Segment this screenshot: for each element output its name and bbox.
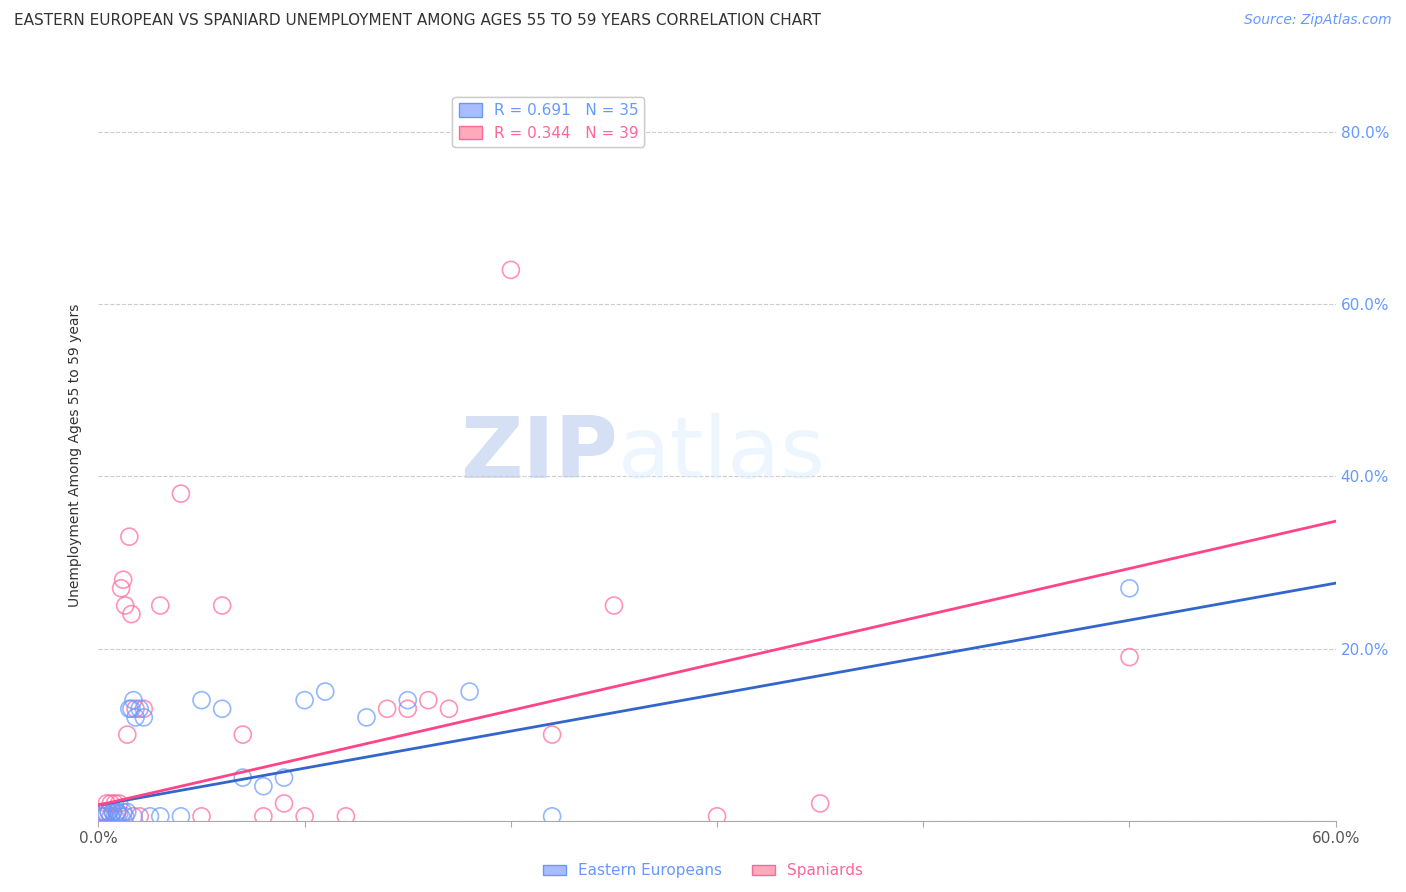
Point — [101, 805, 124, 819]
Point — [706, 809, 728, 823]
Point — [104, 809, 127, 823]
Legend: R = 0.691   N = 35, R = 0.344   N = 39: R = 0.691 N = 35, R = 0.344 N = 39 — [453, 97, 644, 147]
Point — [108, 806, 131, 821]
Point — [375, 702, 398, 716]
Point — [97, 805, 120, 819]
Point — [124, 702, 146, 716]
Point — [190, 693, 212, 707]
Point — [118, 702, 141, 716]
Point — [105, 805, 128, 819]
Point — [294, 693, 316, 707]
Point — [458, 684, 481, 698]
Point — [93, 809, 115, 823]
Point — [252, 779, 274, 793]
Point — [112, 573, 135, 587]
Point — [124, 710, 146, 724]
Point — [149, 809, 172, 823]
Point — [170, 809, 193, 823]
Point — [89, 805, 111, 819]
Point — [139, 809, 162, 823]
Point — [96, 806, 118, 821]
Point — [110, 582, 132, 596]
Point — [108, 797, 131, 811]
Point — [120, 607, 142, 621]
Point — [132, 702, 155, 716]
Point — [100, 809, 122, 823]
Point — [128, 809, 150, 823]
Point — [541, 728, 564, 742]
Text: EASTERN EUROPEAN VS SPANIARD UNEMPLOYMENT AMONG AGES 55 TO 59 YEARS CORRELATION : EASTERN EUROPEAN VS SPANIARD UNEMPLOYMEN… — [14, 13, 821, 29]
Point — [100, 797, 122, 811]
Point — [273, 797, 295, 811]
Point — [190, 809, 212, 823]
Point — [93, 805, 115, 819]
Point — [396, 693, 419, 707]
Point — [112, 805, 135, 819]
Point — [252, 809, 274, 823]
Point — [211, 599, 233, 613]
Text: ZIP: ZIP — [460, 413, 619, 497]
Point — [120, 702, 142, 716]
Legend: Eastern Europeans, Spaniards: Eastern Europeans, Spaniards — [537, 857, 869, 884]
Point — [437, 702, 460, 716]
Point — [91, 809, 114, 823]
Point — [211, 702, 233, 716]
Point — [232, 771, 254, 785]
Y-axis label: Unemployment Among Ages 55 to 59 years: Unemployment Among Ages 55 to 59 years — [69, 303, 83, 607]
Point — [149, 599, 172, 613]
Point — [105, 805, 128, 819]
Point — [418, 693, 440, 707]
Point — [128, 702, 150, 716]
Point — [91, 805, 114, 819]
Point — [101, 805, 124, 819]
Point — [110, 809, 132, 823]
Point — [232, 728, 254, 742]
Point — [1118, 650, 1140, 665]
Point — [170, 486, 193, 500]
Point — [96, 797, 118, 811]
Point — [273, 771, 295, 785]
Point — [356, 710, 378, 724]
Point — [603, 599, 626, 613]
Point — [499, 263, 522, 277]
Text: atlas: atlas — [619, 413, 827, 497]
Point — [97, 805, 120, 819]
Point — [89, 809, 111, 823]
Point — [314, 684, 336, 698]
Point — [335, 809, 357, 823]
Point — [132, 710, 155, 724]
Point — [541, 809, 564, 823]
Point — [117, 728, 139, 742]
Point — [1118, 582, 1140, 596]
Point — [808, 797, 831, 811]
Point — [114, 599, 136, 613]
Point — [122, 693, 145, 707]
Point — [122, 809, 145, 823]
Point — [294, 809, 316, 823]
Point — [117, 805, 139, 819]
Point — [118, 530, 141, 544]
Point — [396, 702, 419, 716]
Text: Source: ZipAtlas.com: Source: ZipAtlas.com — [1244, 13, 1392, 28]
Point — [104, 797, 127, 811]
Point — [114, 809, 136, 823]
